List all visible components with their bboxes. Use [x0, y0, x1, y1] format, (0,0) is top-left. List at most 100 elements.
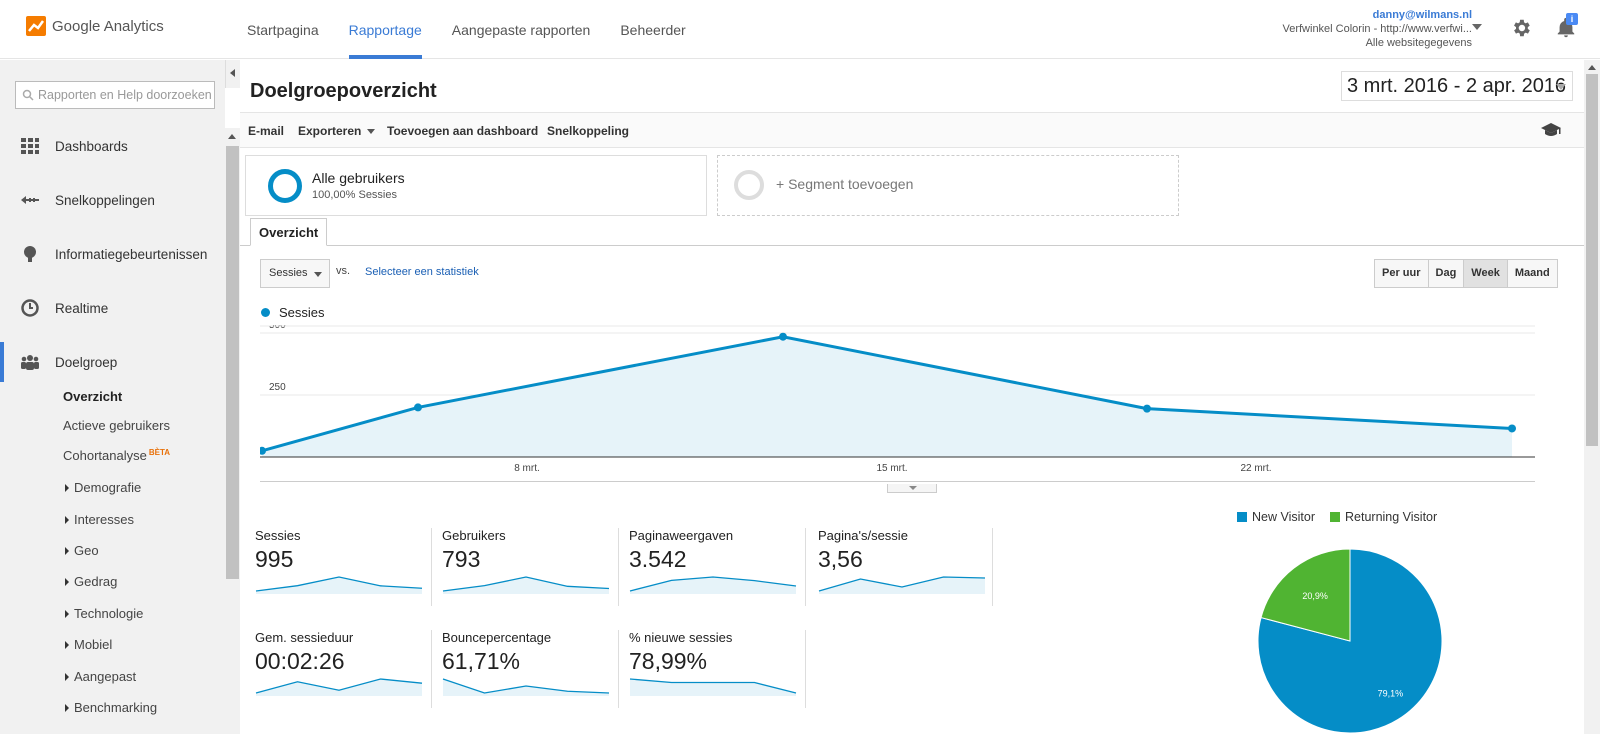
chevron-down-icon — [367, 129, 376, 135]
sidebar-expand-demografie[interactable]: Demografie — [65, 480, 141, 495]
add-to-dashboard-button[interactable]: Toevoegen aan dashboard — [387, 124, 539, 138]
metric-label: % nieuwe sessies — [629, 630, 733, 645]
nav-beheerder[interactable]: Beheerder — [620, 22, 686, 38]
metric-sessies[interactable]: Sessies 995 — [255, 528, 431, 608]
data-point[interactable] — [779, 332, 787, 341]
sidebar-sub-actieve-gebruikers[interactable]: Actieve gebruikers — [63, 418, 170, 433]
graduation-cap-icon[interactable] — [1540, 121, 1562, 139]
select-statistic-link[interactable]: Selecteer een statistiek — [365, 266, 479, 278]
sidebar-expand-benchmarking[interactable]: Benchmarking — [65, 700, 157, 715]
sidebar-expand-label: Interesses — [74, 512, 134, 527]
period-dag[interactable]: Dag — [1429, 260, 1465, 287]
clock-icon — [21, 299, 39, 317]
export-button[interactable]: Exporteren — [298, 124, 376, 138]
period-maand[interactable]: Maand — [1514, 267, 1550, 279]
scroll-up-icon[interactable] — [1588, 65, 1596, 70]
metric-paginaweergaven[interactable]: Paginaweergaven 3.542 — [629, 528, 805, 608]
sidebar-expand-interesses[interactable]: Interesses — [65, 512, 134, 527]
period-toggle: Per uur Dag Week Maand — [1374, 259, 1558, 288]
sidebar-expand-mobiel[interactable]: Mobiel — [65, 637, 112, 652]
metric-value: 00:02:26 — [255, 648, 345, 674]
top-bar: Google Analytics Startpagina Rapportage … — [0, 0, 1600, 59]
tab-overzicht[interactable]: Overzicht — [250, 218, 328, 246]
search-input[interactable]: Rapporten en Help doorzoeken — [15, 81, 215, 109]
shortcut-button[interactable]: Snelkoppeling — [547, 124, 630, 138]
metric-paginas-per-sessie[interactable]: Pagina's/sessie 3,56 — [818, 528, 994, 608]
sidebar-expand-label: Geo — [74, 543, 99, 558]
main-scrollbar[interactable] — [1584, 60, 1600, 734]
grid-icon — [21, 138, 39, 154]
email-button[interactable]: E-mail — [248, 124, 285, 138]
sidebar-scrollbar[interactable] — [225, 128, 240, 734]
sidebar-item-snelkoppelingen[interactable]: Snelkoppelingen — [0, 185, 225, 215]
sidebar-collapse-button[interactable] — [225, 60, 240, 88]
sidebar-expand-gedrag[interactable]: Gedrag — [65, 574, 117, 589]
metric-gebruikers[interactable]: Gebruikers 793 — [442, 528, 618, 608]
metric-select-value: Sessies — [269, 267, 308, 279]
nav-startpagina[interactable]: Startpagina — [247, 22, 319, 38]
metric-divider — [805, 630, 806, 708]
app-name: Google Analytics — [52, 17, 164, 35]
nav-aangepaste-rapporten[interactable]: Aangepaste rapporten — [451, 22, 591, 38]
add-segment-button[interactable]: + Segment toevoegen — [717, 155, 1179, 216]
tab-divider — [240, 245, 1584, 246]
notification-badge: i — [1566, 13, 1578, 25]
metric-label: Gebruikers — [442, 528, 506, 543]
pie-legend-returning-visitor: Returning Visitor — [1330, 510, 1437, 524]
legend-swatch — [1237, 512, 1247, 522]
sidebar-expand-geo[interactable]: Geo — [65, 543, 99, 558]
chart-resize-handle[interactable] — [887, 484, 937, 493]
google-analytics-logo[interactable]: Google Analytics — [26, 16, 164, 36]
account-property: Verfwinkel Colorin - http://www.verfwi..… — [1282, 23, 1472, 35]
sidebar-item-informatiegebeurtenissen[interactable]: Informatiegebeurtenissen — [0, 239, 225, 269]
scrollbar-thumb[interactable] — [1586, 74, 1598, 446]
chevron-down-icon — [314, 272, 322, 277]
gear-icon[interactable] — [1510, 17, 1532, 39]
data-point[interactable] — [1143, 404, 1151, 413]
metric-nieuwe-sessies[interactable]: % nieuwe sessies 78,99% — [629, 630, 805, 710]
sidebar-expand-label: Mobiel — [74, 637, 113, 652]
account-view: Alle websitegegevens — [1365, 37, 1472, 49]
scroll-up-icon[interactable] — [228, 134, 236, 139]
sidebar-item-dashboards[interactable]: Dashboards — [0, 131, 225, 161]
account-selector[interactable]: danny@wilmans.nl Verfwinkel Colorin - ht… — [1282, 8, 1472, 50]
sidebar-expand-technologie[interactable]: Technologie — [65, 606, 143, 621]
metric-value: 3.542 — [629, 546, 687, 572]
sidebar-expand-label: Demografie — [74, 480, 142, 495]
sidebar-item-doelgroep[interactable]: Doelgroep — [0, 342, 225, 382]
metric-bouncepercentage[interactable]: Bouncepercentage 61,71% — [442, 630, 618, 710]
page-title: Doelgroepoverzicht — [250, 80, 437, 102]
legend-label: New Visitor — [1252, 510, 1315, 524]
metric-sparkline — [442, 678, 610, 696]
sparkline-area — [256, 577, 422, 594]
sidebar-expand-label: Benchmarking — [74, 700, 158, 715]
data-point[interactable] — [414, 403, 422, 412]
metric-gem-sessieduur[interactable]: Gem. sessieduur 00:02:26 — [255, 630, 431, 710]
sidebar-item-label: Snelkoppelingen — [55, 192, 155, 208]
pie-slice-label: 79,1% — [1378, 688, 1404, 698]
chevron-down-icon[interactable] — [1472, 24, 1482, 30]
sidebar-sub-cohortanalyse[interactable]: Cohortanalyse BÈTA — [63, 448, 170, 463]
segment-all-users[interactable]: Alle gebruikers 100,00% Sessies — [245, 155, 707, 216]
metric-sparkline — [255, 576, 423, 594]
date-range-picker[interactable]: 3 mrt. 2016 - 2 apr. 2016 — [1341, 71, 1573, 101]
pie-slice[interactable] — [1257, 548, 1443, 734]
beta-badge: BÈTA — [148, 448, 171, 457]
data-point[interactable] — [260, 446, 266, 455]
sparkline-area — [630, 577, 796, 594]
scrollbar-thumb[interactable] — [226, 146, 239, 579]
metric-select[interactable]: Sessies — [260, 259, 330, 288]
data-point[interactable] — [1508, 424, 1516, 433]
sidebar-sub-overzicht[interactable]: Overzicht — [63, 389, 123, 404]
metric-value: 793 — [442, 546, 481, 572]
period-week[interactable]: Week — [1464, 260, 1508, 287]
sidebar-expand-aangepast[interactable]: Aangepast — [65, 669, 136, 684]
pie-slice[interactable] — [1260, 548, 1351, 642]
y-tick-label: 250 — [269, 382, 286, 393]
nav-rapportage[interactable]: Rapportage — [348, 0, 422, 59]
period-per-uur[interactable]: Per uur — [1375, 260, 1429, 287]
metric-sparkline — [255, 678, 423, 696]
sidebar-item-realtime[interactable]: Realtime — [0, 293, 225, 323]
analytics-logo-icon — [26, 16, 46, 36]
legend-label: Returning Visitor — [1345, 510, 1438, 524]
